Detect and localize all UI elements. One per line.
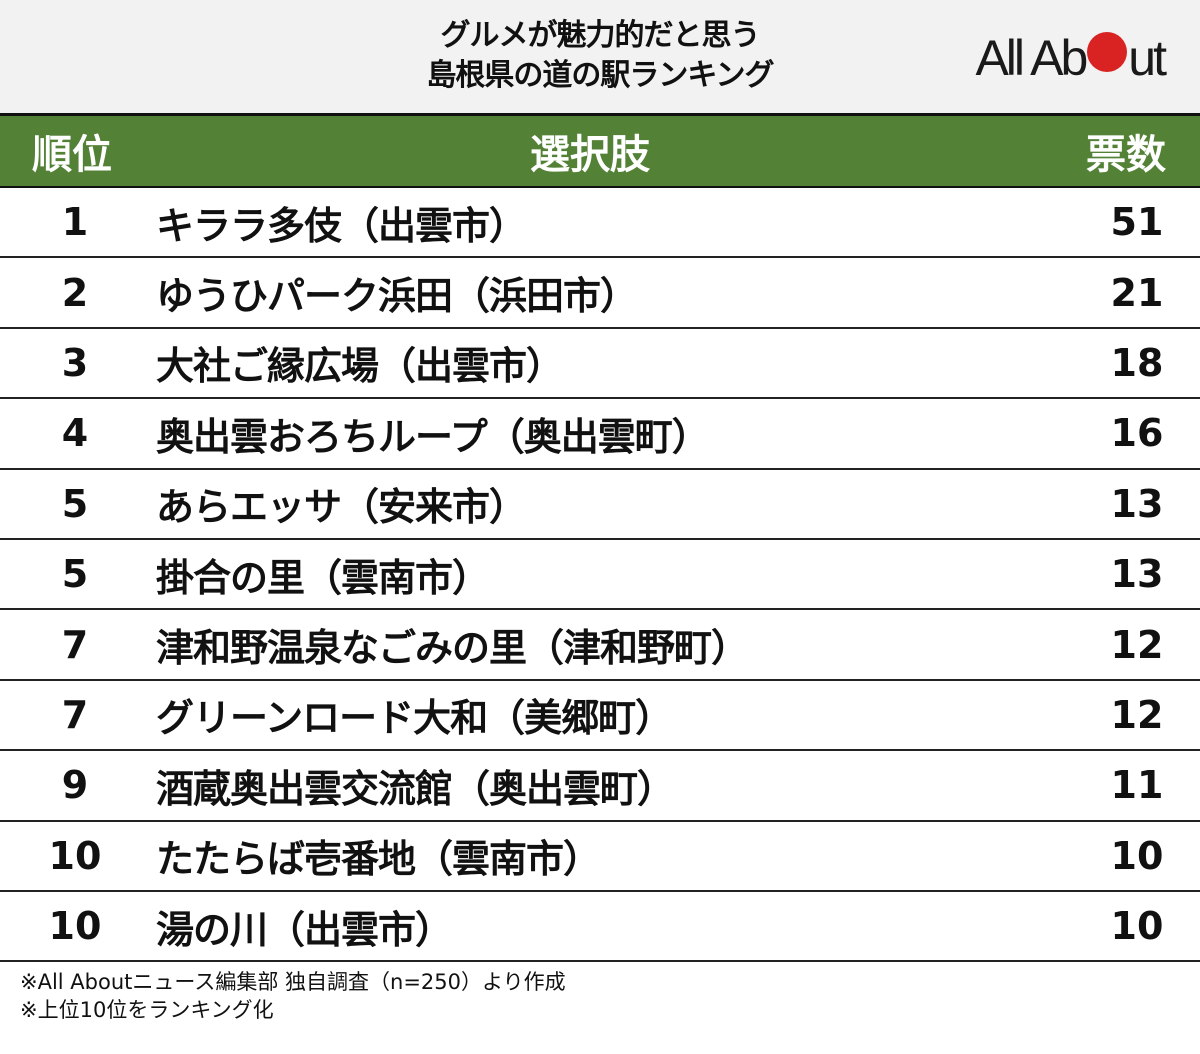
title-line-1: グルメが魅力的だと思う (440, 18, 761, 53)
table-row: 5 掛合の里（雲南市） 13 (0, 540, 1200, 611)
table-row: 7 グリーンロード大和（美郷町） 12 (0, 681, 1200, 752)
rank-cell: 10 (48, 833, 102, 878)
title-line-2: 島根県の道の駅ランキング (426, 58, 774, 93)
rank-cell: 5 (61, 552, 89, 597)
chart-title: グルメが魅力的だと思う 島根県の道の駅ランキング (0, 16, 1200, 96)
name-cell: キララ多伎（出雲市） (156, 203, 527, 248)
name-cell: 大社ご縁広場（出雲市） (156, 344, 564, 389)
rank-cell: 3 (61, 340, 89, 385)
rank-cell: 9 (61, 763, 89, 808)
name-cell: 酒蔵奥出雲交流館（奥出雲町） (156, 766, 675, 811)
rank-cell: 2 (61, 270, 89, 315)
votes-cell: 51 (1110, 200, 1164, 245)
votes-cell: 12 (1110, 692, 1164, 737)
rank-cell: 10 (48, 904, 102, 949)
votes-cell: 11 (1110, 763, 1164, 808)
votes-cell: 12 (1110, 622, 1164, 667)
header-votes: 票数 (1086, 132, 1166, 178)
name-cell: ゆうひパーク浜田（浜田市） (156, 274, 638, 319)
header-rank: 順位 (32, 132, 112, 178)
source-note: ※All Aboutニュース編集部 独自調査（n=250）より作成 (20, 970, 566, 995)
table-row: 9 酒蔵奥出雲交流館（奥出雲町） 11 (0, 751, 1200, 822)
header-name: 選択肢 (530, 132, 650, 178)
votes-cell: 13 (1110, 552, 1164, 597)
table-row: 10 たたらば壱番地（雲南市） 10 (0, 822, 1200, 892)
votes-cell: 13 (1110, 481, 1164, 526)
allabout-logo: All Ab ut (975, 30, 1167, 86)
footnotes: ※All Aboutニュース編集部 独自調査（n=250）より作成 ※上位10位… (0, 962, 1200, 1024)
title-band: グルメが魅力的だと思う 島根県の道の駅ランキング All Ab ut (0, 0, 1200, 116)
logo-text-end: ut (1128, 30, 1167, 86)
name-cell: 湯の川（出雲市） (156, 907, 453, 952)
rank-cell: 7 (61, 622, 89, 667)
name-cell: たたらば壱番地（雲南市） (156, 837, 601, 882)
table-row: 2 ゆうひパーク浜田（浜田市） 21 (0, 258, 1200, 329)
name-cell: グリーンロード大和（美郷町） (156, 696, 673, 741)
rank-cell: 7 (61, 692, 89, 737)
table-row: 3 大社ご縁広場（出雲市） 18 (0, 329, 1200, 400)
table-row: 1 キララ多伎（出雲市） 51 (0, 188, 1200, 259)
name-cell: 掛合の里（雲南市） (156, 555, 490, 600)
ranking-note: ※上位10位をランキング化 (20, 998, 274, 1023)
table-row: 10 湯の川（出雲市） 10 (0, 892, 1200, 963)
ranking-table-body: 1 キララ多伎（出雲市） 51 2 ゆうひパーク浜田（浜田市） 21 3 大社ご… (0, 188, 1200, 963)
votes-cell: 16 (1110, 411, 1164, 456)
votes-cell: 10 (1110, 904, 1164, 949)
votes-cell: 18 (1110, 340, 1164, 385)
rank-cell: 5 (61, 481, 89, 526)
rank-cell: 1 (61, 200, 89, 245)
rank-cell: 4 (61, 411, 89, 456)
votes-cell: 10 (1110, 833, 1164, 878)
name-cell: 津和野温泉なごみの里（津和野町） (156, 626, 749, 671)
name-cell: あらエッサ（安来市） (156, 485, 527, 530)
logo-text-start: All Ab (975, 30, 1088, 86)
votes-cell: 21 (1110, 270, 1164, 315)
table-row: 5 あらエッサ（安来市） 13 (0, 470, 1200, 540)
table-row: 7 津和野温泉なごみの里（津和野町） 12 (0, 610, 1200, 681)
name-cell: 奥出雲おろちループ（奥出雲町） (156, 414, 710, 459)
table-header: 順位 選択肢 票数 (0, 116, 1200, 188)
logo-red-dot-icon (1087, 32, 1128, 72)
table-row: 4 奥出雲おろちループ（奥出雲町） 16 (0, 399, 1200, 470)
